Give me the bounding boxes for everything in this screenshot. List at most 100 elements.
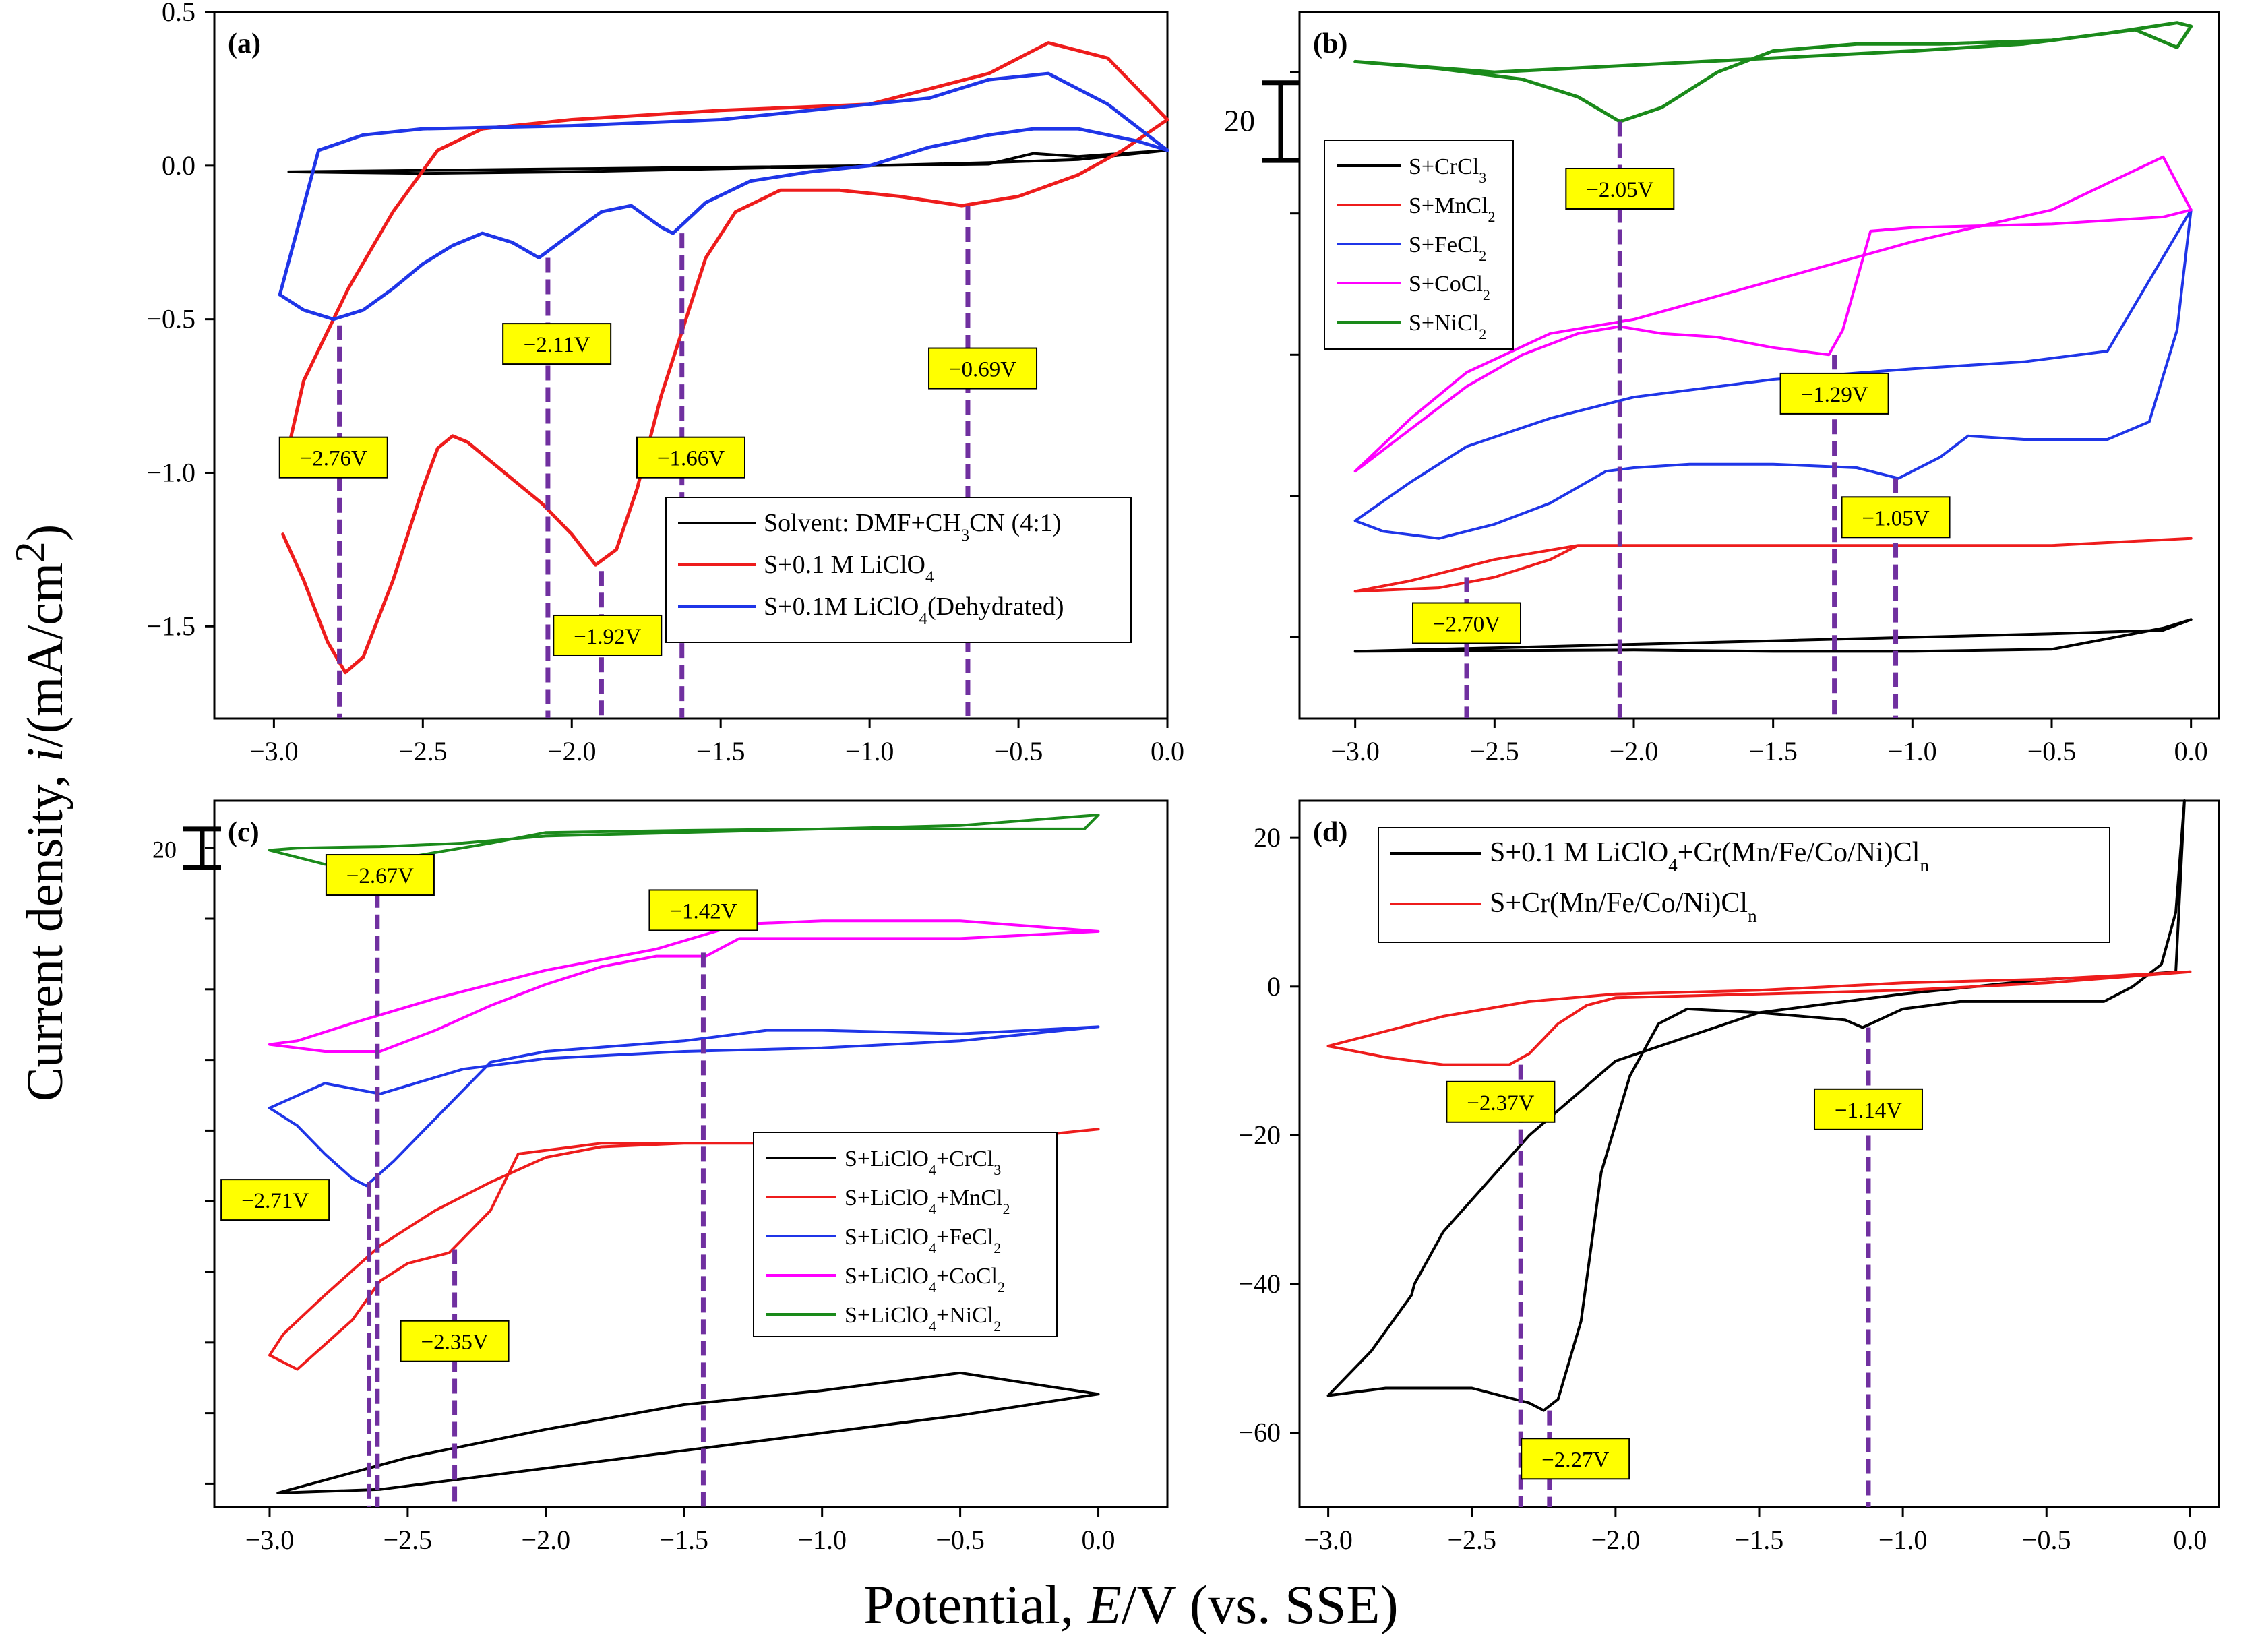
legend-label-part: S+Cr(Mn/Fe/Co/Ni)Cl: [1490, 888, 1748, 919]
peak-marker: −2.27V: [1521, 1410, 1630, 1507]
peak-marker: −0.69V: [928, 206, 1038, 718]
scale-bar: 20: [152, 826, 221, 871]
peak-label-box: [928, 347, 1038, 390]
panel-c: −3.0 −2.5 −2.0 −1.5 −1.0 −0.5 0.0 20 −2.71V −2.67…: [152, 799, 1169, 1555]
peak-label: −1.92V: [574, 625, 641, 649]
series-line-blue: [1353, 208, 2193, 540]
y-tick-label: −20: [1238, 1120, 1281, 1150]
legend-label-part: 2: [1483, 286, 1490, 303]
peak-label: −2.76V: [300, 447, 367, 471]
x-tick-label: −3.0: [1304, 1525, 1353, 1555]
x-tick-label: −3.0: [245, 1525, 295, 1555]
x-tick-label: −1.5: [1748, 736, 1798, 766]
x-tick-label: −2.0: [547, 736, 597, 766]
legend-label: S+Cr(Mn/Fe/Co/Ni)Cln: [1490, 888, 1757, 926]
legend-label-part: S+CoCl: [1409, 272, 1483, 297]
x-tick-label: −1.5: [659, 1525, 708, 1555]
legend-box: [753, 1132, 1058, 1337]
legend-label-part: (Dehydrated): [927, 592, 1064, 621]
peak-marker: −1.42V: [648, 889, 758, 1507]
peak-label: −0.69V: [949, 358, 1016, 382]
legend: S+0.1 M LiClO4+Cr(Mn/Fe/Co/Ni)Cln S+Cr(Mn…: [1378, 827, 2110, 943]
legend-entry: S+LiClO4+CrCl3: [766, 1146, 1001, 1178]
peak-marker: −2.35V: [400, 1249, 510, 1507]
panel-d: −3.0 −2.5 −2.0 −1.5 −1.0 −0.5 0.0 20 0 −20 −40 −60 −…: [1238, 799, 2220, 1555]
peak-label: −1.14V: [1835, 1099, 1902, 1123]
peak-label: −1.42V: [669, 899, 737, 923]
panel-label: (b): [1313, 28, 1347, 59]
legend-label: S+0.1 M LiClO4+Cr(Mn/Fe/Co/Ni)Cln: [1490, 837, 1929, 876]
peak-label: −2.05V: [1586, 178, 1653, 202]
peak-label-box: [648, 889, 758, 931]
legend-label-part: 4: [929, 1279, 936, 1295]
y-axis-title: Current density, i/(mA/cm2): [6, 524, 74, 1102]
peak-label: −2.67V: [346, 864, 414, 888]
x-tick-label: −0.5: [2022, 1525, 2071, 1555]
legend-label-part: +Cr(Mn/Fe/Co/Ni)Cl: [1678, 837, 1920, 868]
x-tick-label: −2.5: [384, 1525, 433, 1555]
plot-frame-a: [213, 11, 1169, 720]
legend-label-part: n: [1920, 855, 1929, 876]
legend-label-part: S+0.1M LiClO: [764, 592, 919, 621]
legend-label-part: 3: [961, 526, 970, 545]
legend-label-part: 4: [925, 568, 934, 586]
peak-label-box: [1446, 1080, 1556, 1123]
peak-label: −2.11V: [524, 333, 590, 357]
peak-label-box: [1813, 1088, 1923, 1130]
panel-label: (a): [228, 28, 261, 59]
peak-marker: −1.66V: [636, 233, 745, 718]
legend-label-part: S+LiClO: [845, 1146, 929, 1171]
peak-marker: −2.67V: [325, 854, 435, 1507]
x-tick-label: −3.0: [1331, 736, 1380, 766]
legend-label-part: +FeCl: [936, 1225, 994, 1250]
legend-label-part: 2: [998, 1279, 1005, 1295]
series-line-magenta: [1353, 155, 2193, 473]
x-tick-label: −0.5: [936, 1525, 985, 1555]
panel-b: −3.0 −2.5 −2.0 −1.5 −1.0 −0.5 0.0 20 −2.70V −2.05…: [1224, 11, 2220, 766]
legend-entry: S+LiClO4+CoCl2: [766, 1264, 1005, 1295]
x-tick-label: −1.0: [845, 736, 894, 766]
peak-label-box: [1779, 372, 1889, 415]
legend: S+LiClO4+CrCl3S+LiClO4+MnCl2S+LiClO4+FeC…: [753, 1132, 1058, 1337]
x-tick-label: −2.0: [1591, 1525, 1641, 1555]
legend-box: [665, 497, 1132, 643]
peak-marker: −1.92V: [553, 571, 663, 718]
legend-label-part: 2: [1479, 247, 1486, 264]
peak-label-box: [1521, 1438, 1630, 1480]
legend-label: S+NiCl2: [1409, 311, 1486, 342]
peak-label-box: [220, 1179, 330, 1221]
panel-a: −3.0 −2.5 −2.0 −1.5 −1.0 −0.5 0.0 0.5 0.0 −0.5 −1.…: [146, 0, 1184, 766]
series-line-blue: [278, 71, 1169, 322]
legend-entry: S+CoCl2: [1337, 272, 1490, 303]
legend-entry: Solvent: DMF+CH3CN (4:1): [678, 509, 1061, 545]
x-tick-label: −0.5: [994, 736, 1043, 766]
legend-label-part: +NiCl: [936, 1303, 994, 1328]
legend-label-part: S+CrCl: [1409, 154, 1479, 179]
y-tick-label: 20: [1254, 822, 1281, 853]
legend-label-part: S+LiClO: [845, 1186, 929, 1211]
y-tick-label: 0.5: [162, 0, 195, 27]
series-line-red: [1353, 537, 2193, 593]
y-tick-label: −40: [1238, 1268, 1281, 1299]
x-tick-label: −1.0: [1878, 1525, 1928, 1555]
scale-bar-label: 20: [152, 836, 177, 863]
x-tick-label: −3.0: [249, 736, 299, 766]
y-tick-label: 0: [1267, 971, 1281, 1002]
legend-label: S+0.1M LiClO4(Dehydrated): [764, 592, 1064, 628]
y-tick-label: −1.0: [146, 457, 195, 487]
series-line-magenta: [268, 919, 1100, 1053]
legend-label-part: 4: [929, 1318, 936, 1335]
legend-label-part: S+LiClO: [845, 1264, 929, 1289]
legend: Solvent: DMF+CH3CN (4:1)S+0.1 M LiClO4S+…: [665, 497, 1132, 643]
y-tick-label: −60: [1238, 1417, 1281, 1448]
scale-bar-label: 20: [1224, 103, 1255, 137]
legend-label-part: +CrCl: [936, 1146, 994, 1171]
x-tick-label: −2.5: [398, 736, 448, 766]
y-tick-label: 0.0: [162, 150, 195, 181]
x-tick-label: −1.0: [1888, 736, 1937, 766]
legend-label-part: 4: [929, 1240, 936, 1256]
peak-label-box: [1841, 496, 1951, 539]
series-line-black: [276, 1371, 1100, 1494]
